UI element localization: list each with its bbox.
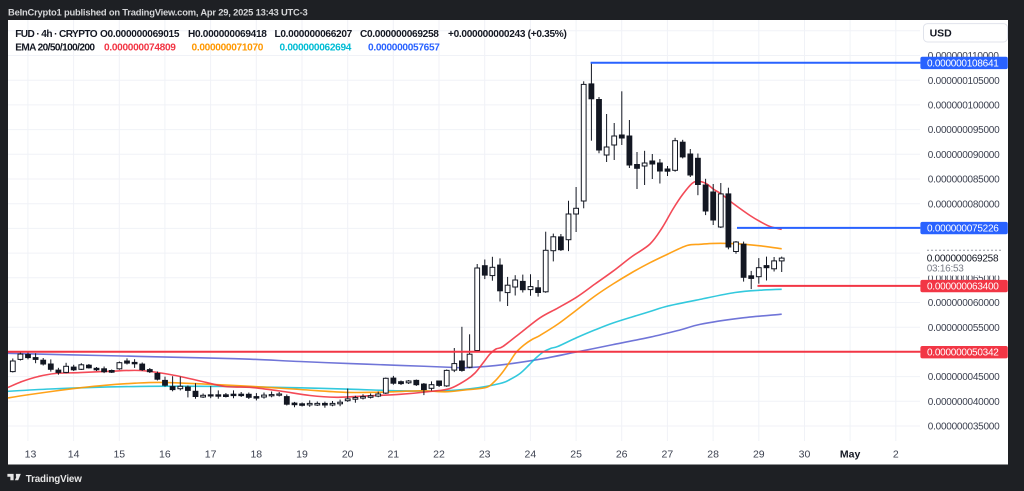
svg-text:0.000000040000: 0.000000040000: [928, 397, 1000, 408]
svg-text:19: 19: [296, 449, 308, 461]
svg-text:30: 30: [799, 449, 811, 461]
svg-text:20: 20: [342, 449, 354, 461]
svg-text:H0.000000069418: H0.000000069418: [188, 29, 267, 40]
svg-text:2: 2: [893, 449, 899, 461]
svg-text:0.000000035000: 0.000000035000: [928, 422, 1000, 433]
svg-text:29: 29: [753, 449, 765, 461]
svg-text:26: 26: [616, 449, 628, 461]
svg-text:L0.000000066207: L0.000000066207: [275, 29, 353, 40]
svg-text:24: 24: [525, 449, 537, 461]
svg-text:28: 28: [707, 449, 719, 461]
svg-text:0.000000105000: 0.000000105000: [928, 76, 1000, 87]
svg-text:23: 23: [479, 449, 491, 461]
svg-text:0.000000090000: 0.000000090000: [928, 150, 1000, 161]
svg-text:25: 25: [570, 449, 582, 461]
svg-text:0.000000110000: 0.000000110000: [928, 51, 1000, 62]
svg-text:0.000000069258: 0.000000069258: [927, 253, 999, 264]
svg-text:03:16:53: 03:16:53: [927, 263, 965, 274]
svg-text:0.000000085000: 0.000000085000: [928, 175, 1000, 186]
svg-text:0.000000074809: 0.000000074809: [104, 42, 176, 53]
svg-text:0.000000057657: 0.000000057657: [368, 42, 440, 53]
svg-text:0.000000095000: 0.000000095000: [928, 125, 1000, 136]
svg-text:22: 22: [433, 449, 445, 461]
svg-text:0.000000080000: 0.000000080000: [928, 199, 1000, 210]
svg-text:14: 14: [68, 449, 80, 461]
svg-text:15: 15: [113, 449, 125, 461]
svg-text:0.000000050342: 0.000000050342: [927, 348, 999, 359]
svg-text:0.000000063400: 0.000000063400: [927, 282, 999, 293]
svg-text:27: 27: [662, 449, 674, 461]
svg-text:C0.000000069258: C0.000000069258: [360, 29, 439, 40]
svg-text:0.000000062694: 0.000000062694: [280, 42, 352, 53]
svg-text:18: 18: [250, 449, 262, 461]
svg-text:USD: USD: [930, 27, 953, 39]
svg-text:TradingView: TradingView: [26, 474, 82, 485]
svg-text:0.000000100000: 0.000000100000: [928, 101, 1000, 112]
svg-text:17: 17: [205, 449, 217, 461]
svg-text:0.000000108641: 0.000000108641: [927, 58, 999, 69]
svg-text:13: 13: [25, 449, 37, 461]
svg-text:O0.000000069015: O0.000000069015: [100, 29, 180, 40]
svg-text:16: 16: [159, 449, 171, 461]
svg-text:May: May: [840, 449, 861, 461]
svg-text:BeInCrypto1 published on Tradi: BeInCrypto1 published on TradingView.com…: [8, 7, 308, 18]
svg-text:0.000000045000: 0.000000045000: [928, 372, 1000, 383]
svg-text:0.000000055000: 0.000000055000: [928, 323, 1000, 334]
svg-text:0.000000060000: 0.000000060000: [928, 298, 1000, 309]
svg-text:+0.000000000243 (+0.35%): +0.000000000243 (+0.35%): [448, 29, 567, 40]
svg-text:0.000000075226: 0.000000075226: [927, 224, 999, 235]
svg-text:FUD · 4h · CRYPTO: FUD · 4h · CRYPTO: [15, 29, 98, 40]
svg-text:21: 21: [387, 449, 399, 461]
svg-text:0.000000065000: 0.000000065000: [928, 273, 1000, 284]
svg-text:EMA 20/50/100/200: EMA 20/50/100/200: [15, 42, 95, 53]
svg-text:0.000000071070: 0.000000071070: [192, 42, 264, 53]
